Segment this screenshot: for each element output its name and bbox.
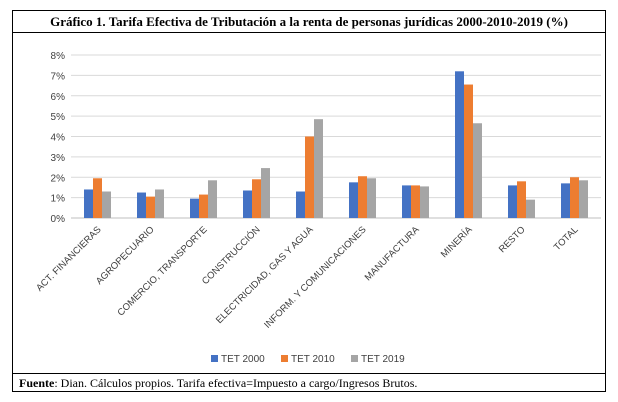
legend-swatch <box>281 355 288 362</box>
x-tick-label: RESTO <box>497 224 528 255</box>
x-tick-label: ACT. FINANCIERAS <box>34 224 103 293</box>
y-tick-label: 3% <box>51 153 66 164</box>
figure-frame: Gráfico 1. Tarifa Efectiva de Tributació… <box>12 10 606 392</box>
legend-swatch <box>351 355 358 362</box>
legend-label: TET 2010 <box>291 354 335 365</box>
bar <box>420 186 429 218</box>
bar <box>146 196 155 218</box>
bar <box>570 177 579 218</box>
bar <box>464 84 473 218</box>
bar <box>402 185 411 218</box>
y-tick-label: 6% <box>51 92 66 103</box>
bar <box>411 185 420 218</box>
bar <box>296 191 305 218</box>
source-note: Fuente: Dian. Cálculos propios. Tarifa e… <box>13 374 605 392</box>
y-tick-label: 5% <box>51 112 66 123</box>
bar <box>102 191 111 218</box>
bar <box>349 182 358 218</box>
bar <box>367 178 376 218</box>
legend-swatch <box>211 355 218 362</box>
bar-chart: 0%1%2%3%4%5%6%7%8%ACT. FINANCIERASAGROPE… <box>34 51 601 365</box>
bar <box>261 168 270 218</box>
y-tick-label: 4% <box>51 133 66 144</box>
bar <box>199 194 208 218</box>
bar <box>358 176 367 218</box>
figure-title: Gráfico 1. Tarifa Efectiva de Tributació… <box>13 11 605 33</box>
bar <box>526 199 535 218</box>
y-tick-label: 7% <box>51 71 66 82</box>
x-tick-label: ELECTRICIDAD, GAS Y AGUA <box>214 224 316 326</box>
x-tick-label: MINERÍA <box>439 224 475 260</box>
source-text: : Dian. Cálculos propios. Tarifa efectiv… <box>54 376 418 390</box>
bar <box>473 123 482 218</box>
bar <box>208 180 217 218</box>
x-tick-label: COMERCIO, TRANSPORTE <box>115 224 209 318</box>
bar <box>508 185 517 218</box>
bar <box>84 189 93 218</box>
chart-area: 0% 1% 2% 3% 4% 5% 6% 7% 8% ACT. FINANCIERAS AGROPE… <box>13 33 605 374</box>
legend-label: TET 2000 <box>221 354 265 365</box>
bar <box>455 71 464 218</box>
source-label: Fuente <box>19 376 55 390</box>
x-tick-label: MANUFACTURA <box>363 224 422 283</box>
bar <box>190 198 199 218</box>
legend-label: TET 2019 <box>361 354 405 365</box>
bar <box>93 178 102 218</box>
bar <box>561 183 570 218</box>
y-tick-label: 8% <box>51 51 66 62</box>
x-tick-label: INFORM. Y COMUNICACIONES <box>262 224 368 330</box>
bar <box>252 179 261 218</box>
bar <box>137 192 146 218</box>
bar <box>579 180 588 218</box>
y-tick-label: 1% <box>51 194 66 205</box>
y-tick-label: 0% <box>51 214 66 225</box>
bar <box>155 189 164 218</box>
bar <box>517 181 526 218</box>
x-tick-label: TOTAL <box>552 224 581 253</box>
bar <box>243 190 252 218</box>
bar <box>314 119 323 218</box>
y-tick-label: 2% <box>51 173 66 184</box>
bar <box>305 136 314 218</box>
